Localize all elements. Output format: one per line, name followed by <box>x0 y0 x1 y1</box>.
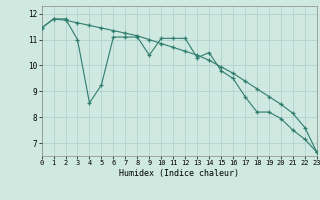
X-axis label: Humidex (Indice chaleur): Humidex (Indice chaleur) <box>119 169 239 178</box>
